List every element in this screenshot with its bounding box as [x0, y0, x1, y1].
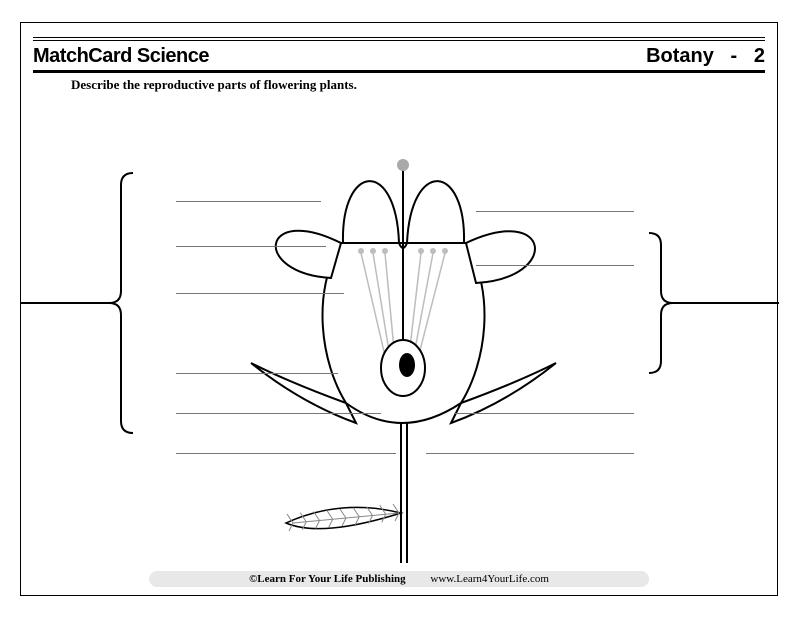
footer: ©Learn For Your Life Publishing www.Lear… — [149, 571, 649, 587]
footer-url: www.Learn4YourLife.com — [430, 573, 549, 585]
subject-name: Botany — [646, 45, 714, 67]
label-blank-left — [176, 246, 326, 247]
label-blank-left — [176, 201, 321, 202]
label-blank-right — [426, 453, 634, 454]
label-blank-right — [454, 413, 634, 414]
flower-diagram — [21, 103, 779, 563]
label-blank-right — [476, 211, 634, 212]
publisher-text: ©Learn For Your Life Publishing — [249, 573, 406, 585]
worksheet-page: MatchCard Science Botany - 2 Describe th… — [20, 22, 778, 596]
label-blank-left — [176, 413, 381, 414]
subject-sep: - — [731, 45, 738, 67]
label-blank-left — [176, 453, 396, 454]
diagram-area — [21, 103, 777, 559]
label-blank-right — [476, 265, 634, 266]
label-blank-left — [176, 373, 338, 374]
instruction-text: Describe the reproductive parts of flowe… — [21, 73, 777, 93]
header: MatchCard Science Botany - 2 — [21, 41, 777, 70]
label-blank-left — [176, 293, 344, 294]
brand-title: MatchCard Science — [33, 45, 209, 68]
subject-title: Botany - 2 — [646, 45, 765, 68]
page-number: 2 — [754, 45, 765, 67]
